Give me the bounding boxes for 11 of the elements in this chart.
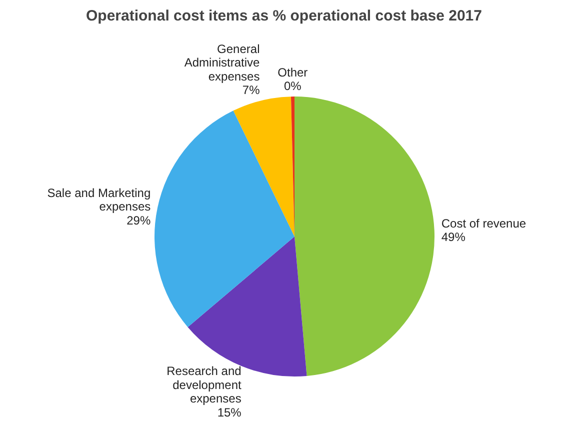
data-label: 49%	[441, 230, 466, 244]
slice-label: General Administrative expenses	[184, 42, 260, 84]
chart-title: Operational cost items as % operational cost base 2017	[86, 8, 482, 24]
slice-label: Research and development expenses	[166, 364, 242, 406]
data-label: 15%	[217, 406, 242, 420]
data-label: 0%	[284, 79, 302, 94]
slice-label: Cost of revenue	[441, 216, 526, 230]
data-label: 29%	[126, 214, 151, 228]
data-label: 7%	[242, 83, 260, 98]
slice-label: Other	[278, 65, 308, 80]
slice-label: Sale and Marketing expenses	[47, 186, 151, 214]
